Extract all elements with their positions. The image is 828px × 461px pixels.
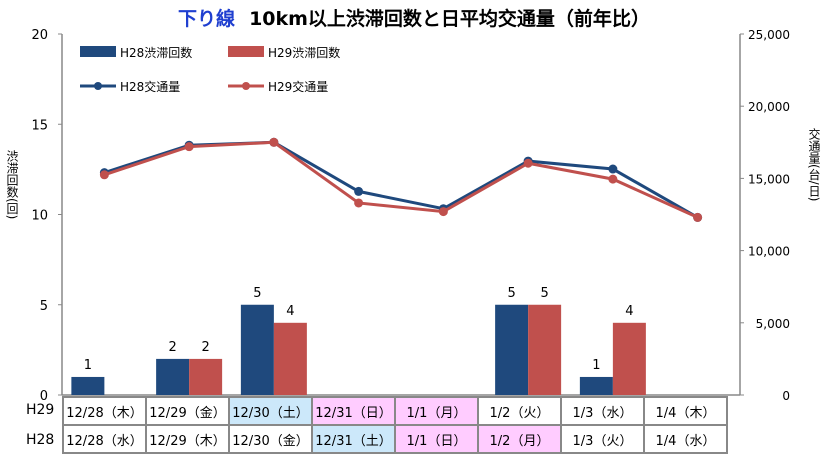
title-main: 10km以上渋滞回数と日平均交通量（前年比） [249, 8, 650, 30]
date-cell: 12/30（土） [228, 396, 313, 426]
table-row: 12/28（木） 12/29（金） 12/30（土） 12/31（日） 1/1（月） 1/… [62, 396, 728, 426]
right-tick-label: 20,000 [748, 100, 790, 114]
left-axis-label: 渋滞回数(回) [5, 150, 19, 220]
title-prefix: 下り線 [178, 8, 236, 30]
legend-label: H28渋滞回数 [120, 45, 192, 60]
date-cell: 12/31（土） [311, 424, 396, 454]
right-tick-label: 5,000 [756, 317, 790, 331]
bar-value-label: 1 [592, 358, 600, 373]
left-tick-label: 20 [31, 28, 48, 43]
left-tick-label: 15 [31, 118, 48, 133]
bar-value-label: 2 [168, 340, 176, 355]
line-point [99, 170, 109, 180]
bar-value-label: 5 [540, 286, 548, 301]
left-tick-label: 10 [31, 209, 48, 224]
row-label-h29: H29 [26, 402, 55, 418]
right-tick-label: 25,000 [748, 28, 790, 42]
left-tick-label: 5 [40, 299, 48, 314]
date-cell: 1/1（月） [394, 396, 479, 426]
right-tick-label: 15,000 [748, 172, 790, 186]
date-cell: 12/28（水） [62, 424, 147, 454]
line-point [523, 158, 533, 168]
line-point [438, 207, 448, 217]
bar-h28 [240, 304, 274, 395]
date-cell: 12/30（金） [228, 424, 313, 454]
date-cell: 1/1（日） [394, 424, 479, 454]
bar-value-label: 1 [84, 358, 92, 373]
date-cell: 1/2（火） [477, 396, 562, 426]
bar-h29 [189, 358, 223, 395]
legend-label: H28交通量 [120, 79, 180, 94]
line-point [354, 186, 364, 196]
date-cell: 12/28（木） [62, 396, 147, 426]
legend-swatch [228, 46, 264, 57]
right-tick-label: 10,000 [748, 245, 790, 259]
date-cell: 12/31（日） [311, 396, 396, 426]
date-cell: 12/29（金） [145, 396, 230, 426]
line-point [184, 142, 194, 152]
date-table: 12/28（木） 12/29（金） 12/30（土） 12/31（日） 1/1（月） 1/… [62, 396, 728, 454]
bar-value-label: 5 [253, 286, 261, 301]
bar-h28 [71, 376, 105, 395]
date-cell: 1/4（木） [643, 396, 728, 426]
bar-value-label: 2 [201, 340, 209, 355]
line-h29 [103, 140, 699, 219]
chart-title: 下り線 10km以上渋滞回数と日平均交通量（前年比） [0, 4, 828, 31]
right-tick-label: 0 [782, 389, 790, 403]
legend-marker [242, 82, 250, 90]
bar-h29 [612, 322, 646, 395]
bar-value-label: 4 [286, 304, 294, 319]
legend-swatch [80, 46, 116, 57]
row-label-h28: H28 [26, 432, 55, 448]
date-cell: 1/3（水） [560, 396, 645, 426]
legend-label: H29渋滞回数 [268, 45, 340, 60]
bar-value-label: 4 [625, 304, 633, 319]
line-point [693, 212, 703, 222]
bar-h29 [528, 304, 562, 395]
bar-h28 [495, 304, 529, 395]
date-cell: 1/4（水） [643, 424, 728, 454]
right-axis-label: 交通量(台/日) [807, 128, 821, 202]
line-point [608, 174, 618, 184]
legend-marker [94, 82, 102, 90]
bar-h28 [579, 376, 613, 395]
date-cell: 1/2（月） [477, 424, 562, 454]
line-point [269, 137, 279, 147]
legend-label: H29交通量 [268, 79, 328, 94]
date-cell: 12/29（木） [145, 424, 230, 454]
left-tick-label: 0 [40, 389, 48, 404]
bar-h29 [273, 322, 307, 395]
bar-h28 [156, 358, 190, 395]
table-row: 12/28（水） 12/29（木） 12/30（金） 12/31（土） 1/1（日） 1/… [62, 424, 728, 454]
date-cell: 1/3（火） [560, 424, 645, 454]
bar-value-label: 5 [507, 286, 515, 301]
line-point [608, 164, 618, 174]
line-point [354, 198, 364, 208]
